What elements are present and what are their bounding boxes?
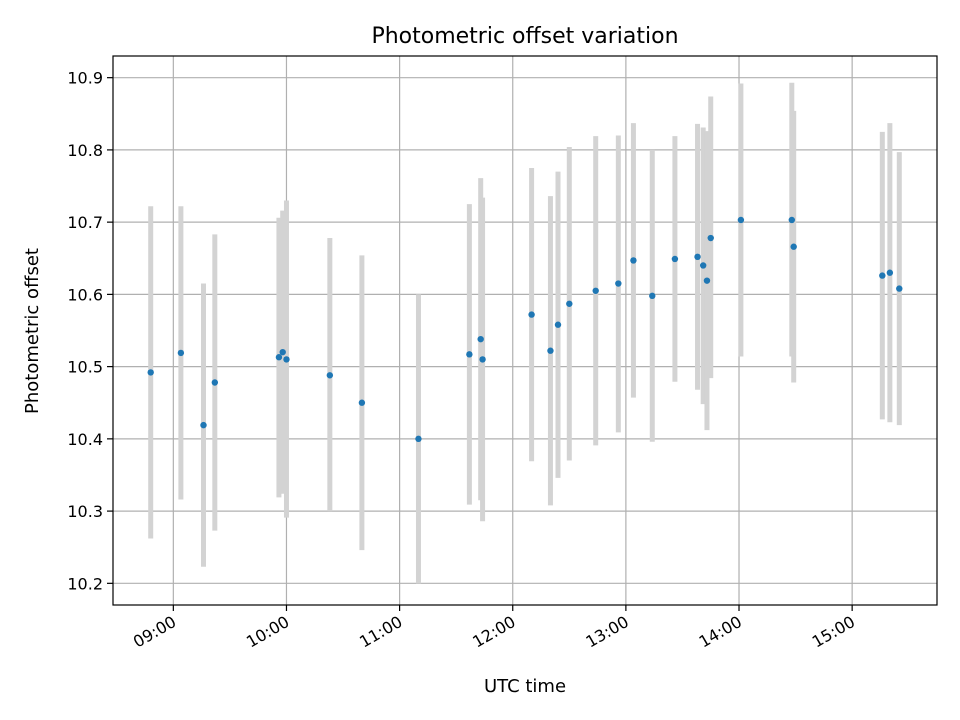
data-point: [528, 311, 535, 318]
data-point: [283, 356, 290, 363]
y-tick-label: 10.6: [67, 285, 103, 304]
data-point: [707, 234, 714, 242]
data-point: [177, 349, 185, 357]
data-point: [547, 347, 554, 354]
data-point: [630, 257, 637, 264]
chart-title: Photometric offset variation: [371, 24, 678, 49]
data-point: [479, 356, 486, 363]
x-tick-label: 09:00: [130, 612, 179, 652]
data-point: [737, 216, 745, 224]
data-point: [703, 277, 711, 284]
data-point: [147, 369, 154, 376]
x-axis-label: UTC time: [484, 676, 566, 697]
data-point: [279, 348, 286, 356]
data-point: [671, 255, 679, 263]
data-point: [477, 335, 484, 343]
data-point: [886, 269, 894, 276]
data-point: [694, 253, 701, 261]
data-point: [566, 300, 573, 307]
data-point: [788, 216, 796, 224]
data-point: [415, 435, 422, 443]
data-point: [896, 285, 903, 292]
data-point: [326, 372, 334, 379]
data-points: [147, 216, 903, 443]
x-tick-label: 13:00: [582, 612, 631, 652]
data-point: [699, 262, 707, 269]
y-axis-label: Photometric offset: [22, 248, 43, 414]
y-tick-label: 10.8: [67, 141, 103, 160]
y-tick-label: 10.3: [67, 502, 103, 521]
y-tick-label: 10.2: [67, 574, 103, 593]
data-point: [615, 280, 622, 287]
y-tick-label: 10.9: [67, 69, 103, 88]
errorbars: [148, 82, 902, 584]
grid: [113, 56, 937, 605]
y-tick-label: 10.4: [67, 430, 103, 449]
y-axis-ticks: 10.2 10.3 10.4 10.5 10.6 10.7 10.8 10.9: [67, 69, 113, 593]
x-tick-label: 12:00: [469, 612, 518, 652]
data-point: [275, 354, 283, 361]
data-point: [649, 292, 656, 300]
y-tick-label: 10.7: [67, 213, 103, 232]
data-point: [211, 379, 219, 386]
data-point: [592, 287, 599, 294]
x-tick-label: 15:00: [809, 612, 858, 652]
data-point: [790, 243, 797, 250]
data-point: [879, 272, 886, 279]
y-tick-label: 10.5: [67, 358, 103, 377]
data-point: [466, 351, 473, 358]
x-axis-ticks: 09:00 10:00 11:00 12:00 13:00 14:00 15:00: [130, 605, 858, 652]
x-tick-label: 11:00: [356, 612, 405, 652]
data-point: [554, 321, 562, 328]
data-point: [200, 421, 207, 429]
x-tick-label: 14:00: [696, 612, 745, 652]
x-tick-label: 10:00: [243, 612, 292, 652]
data-point: [358, 399, 366, 406]
plot-frame: [112, 55, 938, 606]
